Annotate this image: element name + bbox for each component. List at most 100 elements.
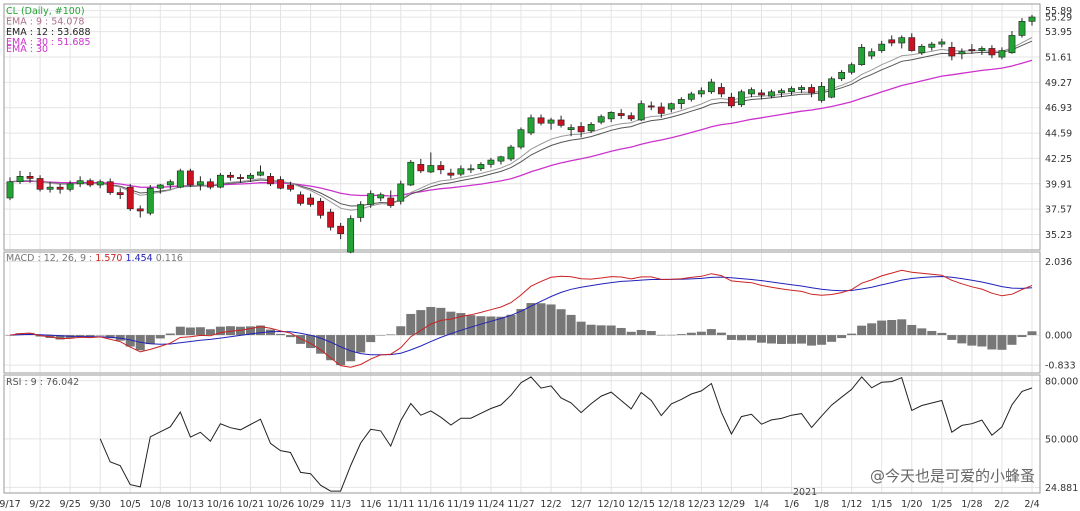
macd-histogram-bar [366, 335, 376, 343]
candle-down [387, 197, 395, 206]
macd-histogram-bar [456, 313, 466, 336]
macd-histogram-bar [225, 326, 235, 336]
macd-histogram-bar [205, 329, 215, 336]
candle-down [577, 126, 585, 133]
candle-down [627, 115, 635, 120]
macd-histogram-bar [306, 335, 316, 349]
macd-histogram-bar [877, 320, 887, 336]
macd-histogram-bar [406, 313, 416, 336]
candle-down [657, 106, 665, 114]
candle-down [36, 178, 44, 190]
candle-up [16, 176, 24, 183]
macd-histogram-bar [346, 335, 356, 362]
x-tick-label: 1/20 [901, 499, 922, 510]
macd-histogram-bar [556, 309, 566, 336]
candle-down [267, 176, 274, 185]
candle-up [347, 218, 355, 253]
macd-histogram-bar [95, 335, 105, 336]
macd-histogram-bar [1017, 335, 1027, 338]
candle-up [938, 41, 946, 45]
macd-histogram-bar [1007, 335, 1017, 345]
candle-up [788, 88, 795, 93]
x-tick-label: 11/19 [447, 499, 474, 510]
candle-down [317, 200, 325, 216]
macd-label-prefix: MACD : 12, 26, 9 : [6, 253, 95, 264]
x-tick-label: 10/8 [150, 499, 171, 510]
macd-histogram-bar [917, 328, 927, 336]
macd-histogram-bar [847, 333, 857, 336]
candle-up [667, 103, 675, 110]
x-tick-label: 12/2 [540, 499, 561, 510]
panel-frame-3 [3, 374, 1041, 494]
x-tick-label: 12/18 [658, 499, 685, 510]
macd-histogram-bar [646, 331, 656, 336]
candle-up [427, 165, 435, 173]
macd-histogram-bar [1027, 331, 1037, 336]
macd-histogram-bar [336, 335, 346, 366]
candle-down [337, 225, 345, 235]
macd-histogram-bar [185, 327, 195, 336]
candle-up [1018, 21, 1026, 36]
macd-histogram-bar [997, 335, 1007, 350]
candle-up [257, 171, 264, 176]
rsi-label: RSI : 9 : 76.042 [6, 377, 79, 388]
candle-up [156, 184, 164, 189]
candle-up [998, 50, 1006, 58]
macd-histogram-bar [436, 307, 446, 336]
candle-up [96, 181, 104, 186]
candle-up [768, 91, 775, 97]
candle-down [186, 170, 194, 186]
x-tick-label: 1/8 [814, 499, 829, 510]
macd-histogram-bar [105, 335, 115, 339]
signal-value: 1.454 [126, 253, 153, 264]
rsi-tick-label: 50.000 [1045, 434, 1078, 445]
macd-tick-label: 0.000 [1045, 331, 1072, 342]
macd-histogram-bar [947, 335, 957, 340]
macd-histogram-bar [766, 335, 776, 344]
candle-up [6, 181, 14, 199]
macd-histogram-bar [546, 304, 556, 336]
candle-up [377, 194, 385, 199]
price-tick-label: 39.91 [1045, 179, 1072, 190]
candle-up [1028, 16, 1036, 22]
candle-down [758, 92, 765, 96]
x-tick-label: 10/16 [207, 499, 234, 510]
x-tick-label: 1/12 [841, 499, 862, 510]
x-tick-label: 11/24 [477, 499, 504, 510]
x-tick-label: 1/15 [871, 499, 892, 510]
macd-histogram-bar [897, 319, 907, 336]
macd-histogram-bar [867, 323, 877, 336]
macd-signal-line [9, 275, 1033, 356]
legend-ema-30: EMA : 30 : 51.685 [6, 37, 91, 48]
macd-histogram-bar [356, 335, 366, 353]
macd-line [9, 269, 1033, 368]
macd-histogram-bar [566, 314, 576, 336]
macd-histogram-bar [817, 335, 827, 345]
candle-up [1008, 35, 1016, 54]
candle-down [297, 194, 304, 204]
candle-up [487, 159, 495, 165]
candle-up [978, 48, 986, 51]
macd-histogram-bar [396, 326, 406, 336]
candle-up [677, 99, 685, 105]
macd-histogram-bar [797, 335, 807, 344]
macd-histogram-bar [15, 333, 25, 336]
macd-histogram-bar [927, 330, 937, 336]
x-tick-label: 12/7 [570, 499, 591, 510]
price-tick-label: 53.95 [1045, 27, 1072, 38]
x-tick-label: 12/15 [628, 499, 655, 510]
candle-up [697, 90, 705, 95]
x-tick-label: 11/6 [360, 499, 381, 510]
candle-up [407, 161, 415, 186]
macd-histogram-bar [586, 324, 596, 336]
price-tick-label: 44.59 [1045, 129, 1072, 140]
x-tick-label: 9/17 [0, 499, 21, 510]
x-tick-label: 11/3 [330, 499, 351, 510]
macd-histogram-bar [426, 306, 436, 336]
rsi-line [99, 376, 1033, 492]
macd-value: 1.570 [95, 253, 122, 264]
x-tick-label: 11/27 [507, 499, 534, 510]
macd-histogram-bar [536, 303, 546, 336]
macd-histogram-bar [837, 335, 847, 339]
